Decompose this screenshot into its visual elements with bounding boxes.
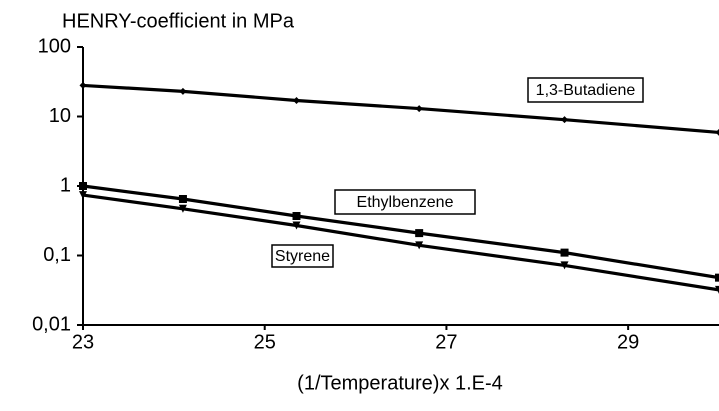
y-tick-label: 10 (49, 105, 71, 127)
marker (715, 273, 719, 282)
marker (415, 105, 423, 113)
y-tick-label: 100 (38, 35, 71, 57)
marker (292, 212, 301, 221)
series-line (82, 83, 719, 135)
marker (715, 285, 719, 294)
marker (79, 81, 87, 89)
marker (561, 116, 569, 124)
chart-title: HENRY-coefficient in MPa (62, 10, 295, 32)
label-box (527, 77, 644, 103)
y-tick-label: 0,01 (32, 313, 71, 335)
marker (179, 87, 187, 95)
marker (178, 204, 187, 213)
marker (715, 128, 719, 136)
marker (560, 261, 569, 270)
marker (79, 182, 87, 190)
marker (178, 195, 187, 204)
series-label: Ethylbenzene (357, 194, 454, 211)
marker (292, 221, 301, 230)
y-tick-label: 0,1 (43, 244, 71, 266)
x-tick-label: 29 (617, 331, 639, 353)
x-tick-label: 27 (435, 331, 457, 353)
x-tick-label: 25 (254, 331, 276, 353)
marker (415, 241, 424, 250)
marker (293, 96, 301, 104)
x-tick-label: 23 (72, 331, 94, 353)
marker (560, 248, 569, 257)
marker (415, 229, 424, 238)
series-line (82, 184, 719, 280)
label-box (271, 244, 334, 268)
series-label: 1,3-Butadiene (536, 82, 636, 99)
y-tick-label: 1 (60, 174, 71, 196)
label-box (334, 189, 476, 215)
marker (79, 191, 87, 200)
x-axis-label: (1/Temperature)x 1.E-4 (297, 372, 503, 394)
series-label: Styrene (275, 248, 330, 265)
series-line (82, 193, 719, 292)
